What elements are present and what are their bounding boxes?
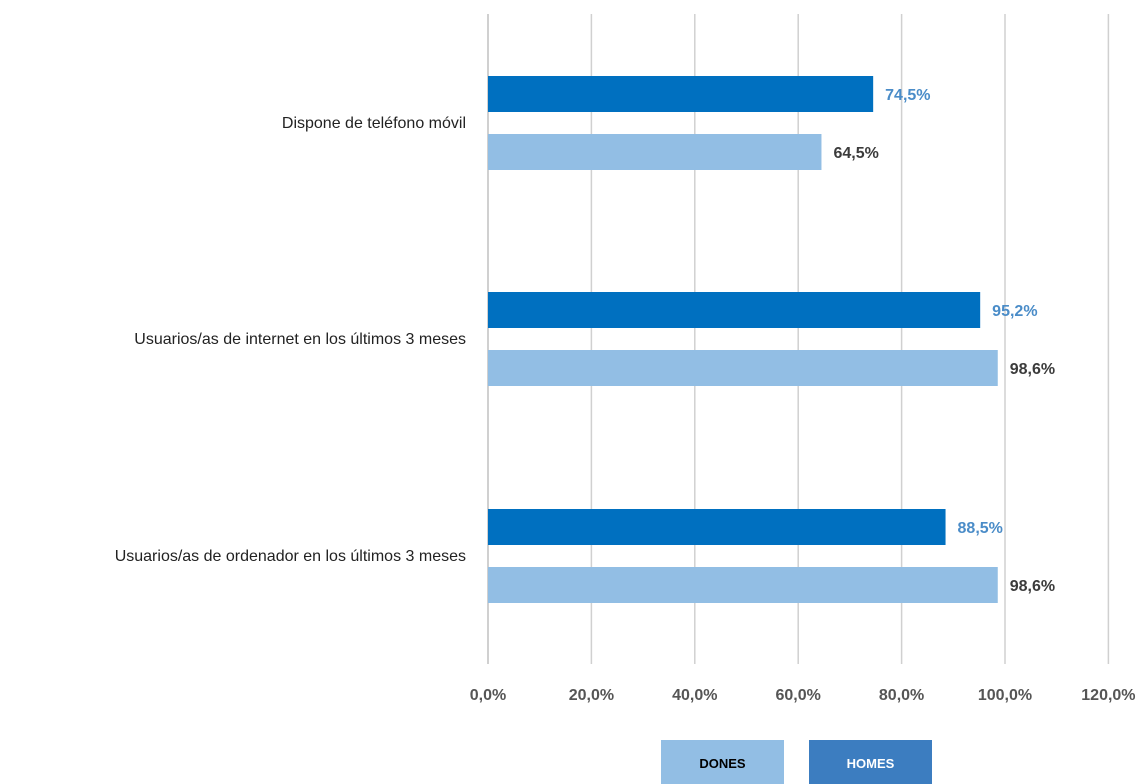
x-tick-label: 20,0% [569, 687, 614, 704]
category-labels: Dispone de teléfono móvil Usuarios/as de … [115, 115, 466, 565]
bar-dones-1 [488, 350, 998, 386]
bar-dones-0 [488, 134, 822, 170]
category-label-0: Dispone de teléfono móvil [282, 115, 466, 132]
legend-label-homes: HOMES [847, 756, 895, 771]
x-tick-label: 60,0% [776, 687, 821, 704]
bar-homes-1 [488, 292, 981, 328]
x-tick-label: 100,0% [978, 687, 1032, 704]
legend-label-dones: DONES [699, 756, 746, 771]
category-label-2: Usuarios/as de ordenador en los últimos … [115, 548, 466, 565]
data-label-homes-2: 88,5% [958, 520, 1003, 537]
legend: DONES HOMES [661, 740, 932, 784]
data-label-homes-0: 74,5% [885, 87, 930, 104]
gridlines [487, 14, 1110, 664]
x-tick-label: 0,0% [470, 687, 506, 704]
data-label-dones-2: 98,6% [1010, 578, 1055, 595]
x-tick-label: 40,0% [672, 687, 717, 704]
category-label-1: Usuarios/as de internet en los últimos 3… [134, 331, 466, 348]
bar-dones-2 [488, 567, 998, 603]
bar-homes-2 [488, 509, 946, 545]
x-tick-label: 120,0% [1081, 687, 1135, 704]
bar-homes-0 [488, 76, 874, 112]
data-label-homes-1: 95,2% [992, 303, 1037, 320]
legend-swatch-dones [661, 740, 784, 784]
data-label-dones-1: 98,6% [1010, 361, 1055, 378]
x-axis-tick-labels: 0,0% 20,0% 40,0% 60,0% 80,0% 100,0% 120,0% [470, 687, 1136, 704]
x-tick-label: 80,0% [879, 687, 924, 704]
data-label-dones-0: 64,5% [833, 145, 878, 162]
bars: 74,5% 64,5% 95,2% 98,6% 88,5% 98,6% [488, 76, 1055, 603]
legend-swatch-homes [809, 740, 932, 784]
